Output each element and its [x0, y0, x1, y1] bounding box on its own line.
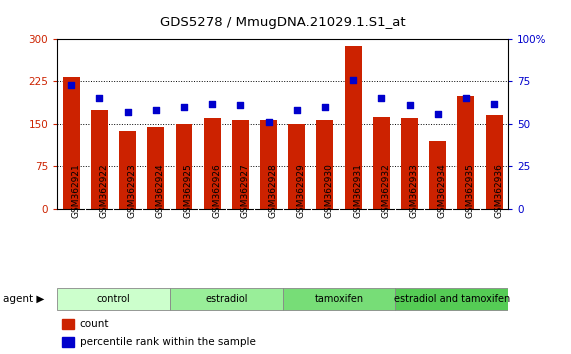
Text: GSM362926: GSM362926	[212, 164, 221, 218]
Text: GSM362922: GSM362922	[99, 164, 108, 218]
Point	[377, 96, 386, 101]
Bar	[62, 319, 74, 329]
Point	[292, 108, 301, 113]
Point	[405, 102, 414, 108]
Text: GSM362934: GSM362934	[438, 164, 447, 218]
Bar	[147, 127, 164, 209]
FancyBboxPatch shape	[283, 288, 395, 310]
Text: GSM362932: GSM362932	[381, 164, 391, 218]
Point	[95, 96, 104, 101]
Bar	[401, 118, 418, 209]
Text: GSM362928: GSM362928	[268, 164, 278, 218]
Text: GDS5278 / MmugDNA.21029.1.S1_at: GDS5278 / MmugDNA.21029.1.S1_at	[160, 16, 405, 29]
Text: control: control	[96, 293, 130, 304]
Text: GSM362927: GSM362927	[240, 164, 250, 218]
Text: agent ▶: agent ▶	[3, 294, 44, 304]
Bar	[119, 131, 136, 209]
Bar	[429, 141, 446, 209]
Text: count: count	[79, 319, 109, 329]
Text: GSM362933: GSM362933	[409, 163, 419, 218]
Text: estradiol: estradiol	[205, 293, 247, 304]
Text: GSM362930: GSM362930	[325, 163, 334, 218]
FancyBboxPatch shape	[57, 288, 170, 310]
Point	[348, 77, 357, 82]
Text: GSM362935: GSM362935	[466, 163, 475, 218]
Bar	[345, 46, 361, 209]
Bar	[63, 78, 79, 209]
Text: GSM362929: GSM362929	[297, 164, 305, 218]
Text: tamoxifen: tamoxifen	[315, 293, 364, 304]
Bar	[91, 110, 108, 209]
Bar	[485, 115, 502, 209]
Point	[208, 101, 217, 106]
FancyBboxPatch shape	[170, 288, 283, 310]
Point	[179, 104, 188, 110]
Text: GSM362936: GSM362936	[494, 163, 503, 218]
Bar	[373, 117, 390, 209]
Bar	[316, 120, 333, 209]
Point	[489, 101, 498, 106]
FancyBboxPatch shape	[395, 288, 508, 310]
Text: GSM362921: GSM362921	[71, 164, 80, 218]
Bar	[175, 125, 192, 209]
Point	[320, 104, 329, 110]
Text: GSM362924: GSM362924	[156, 164, 165, 218]
Bar	[204, 118, 220, 209]
Text: estradiol and tamoxifen: estradiol and tamoxifen	[393, 293, 510, 304]
Point	[236, 102, 245, 108]
Point	[461, 96, 471, 101]
Bar	[260, 120, 277, 209]
Bar	[62, 337, 74, 347]
Bar	[457, 96, 475, 209]
Text: GSM362923: GSM362923	[127, 164, 136, 218]
Text: percentile rank within the sample: percentile rank within the sample	[79, 337, 256, 347]
Point	[151, 108, 160, 113]
Text: GSM362931: GSM362931	[353, 163, 362, 218]
Point	[433, 111, 443, 116]
Bar	[232, 120, 249, 209]
Point	[67, 82, 76, 88]
Point	[264, 119, 273, 125]
Text: GSM362925: GSM362925	[184, 164, 193, 218]
Point	[123, 109, 132, 115]
Bar	[288, 124, 305, 209]
